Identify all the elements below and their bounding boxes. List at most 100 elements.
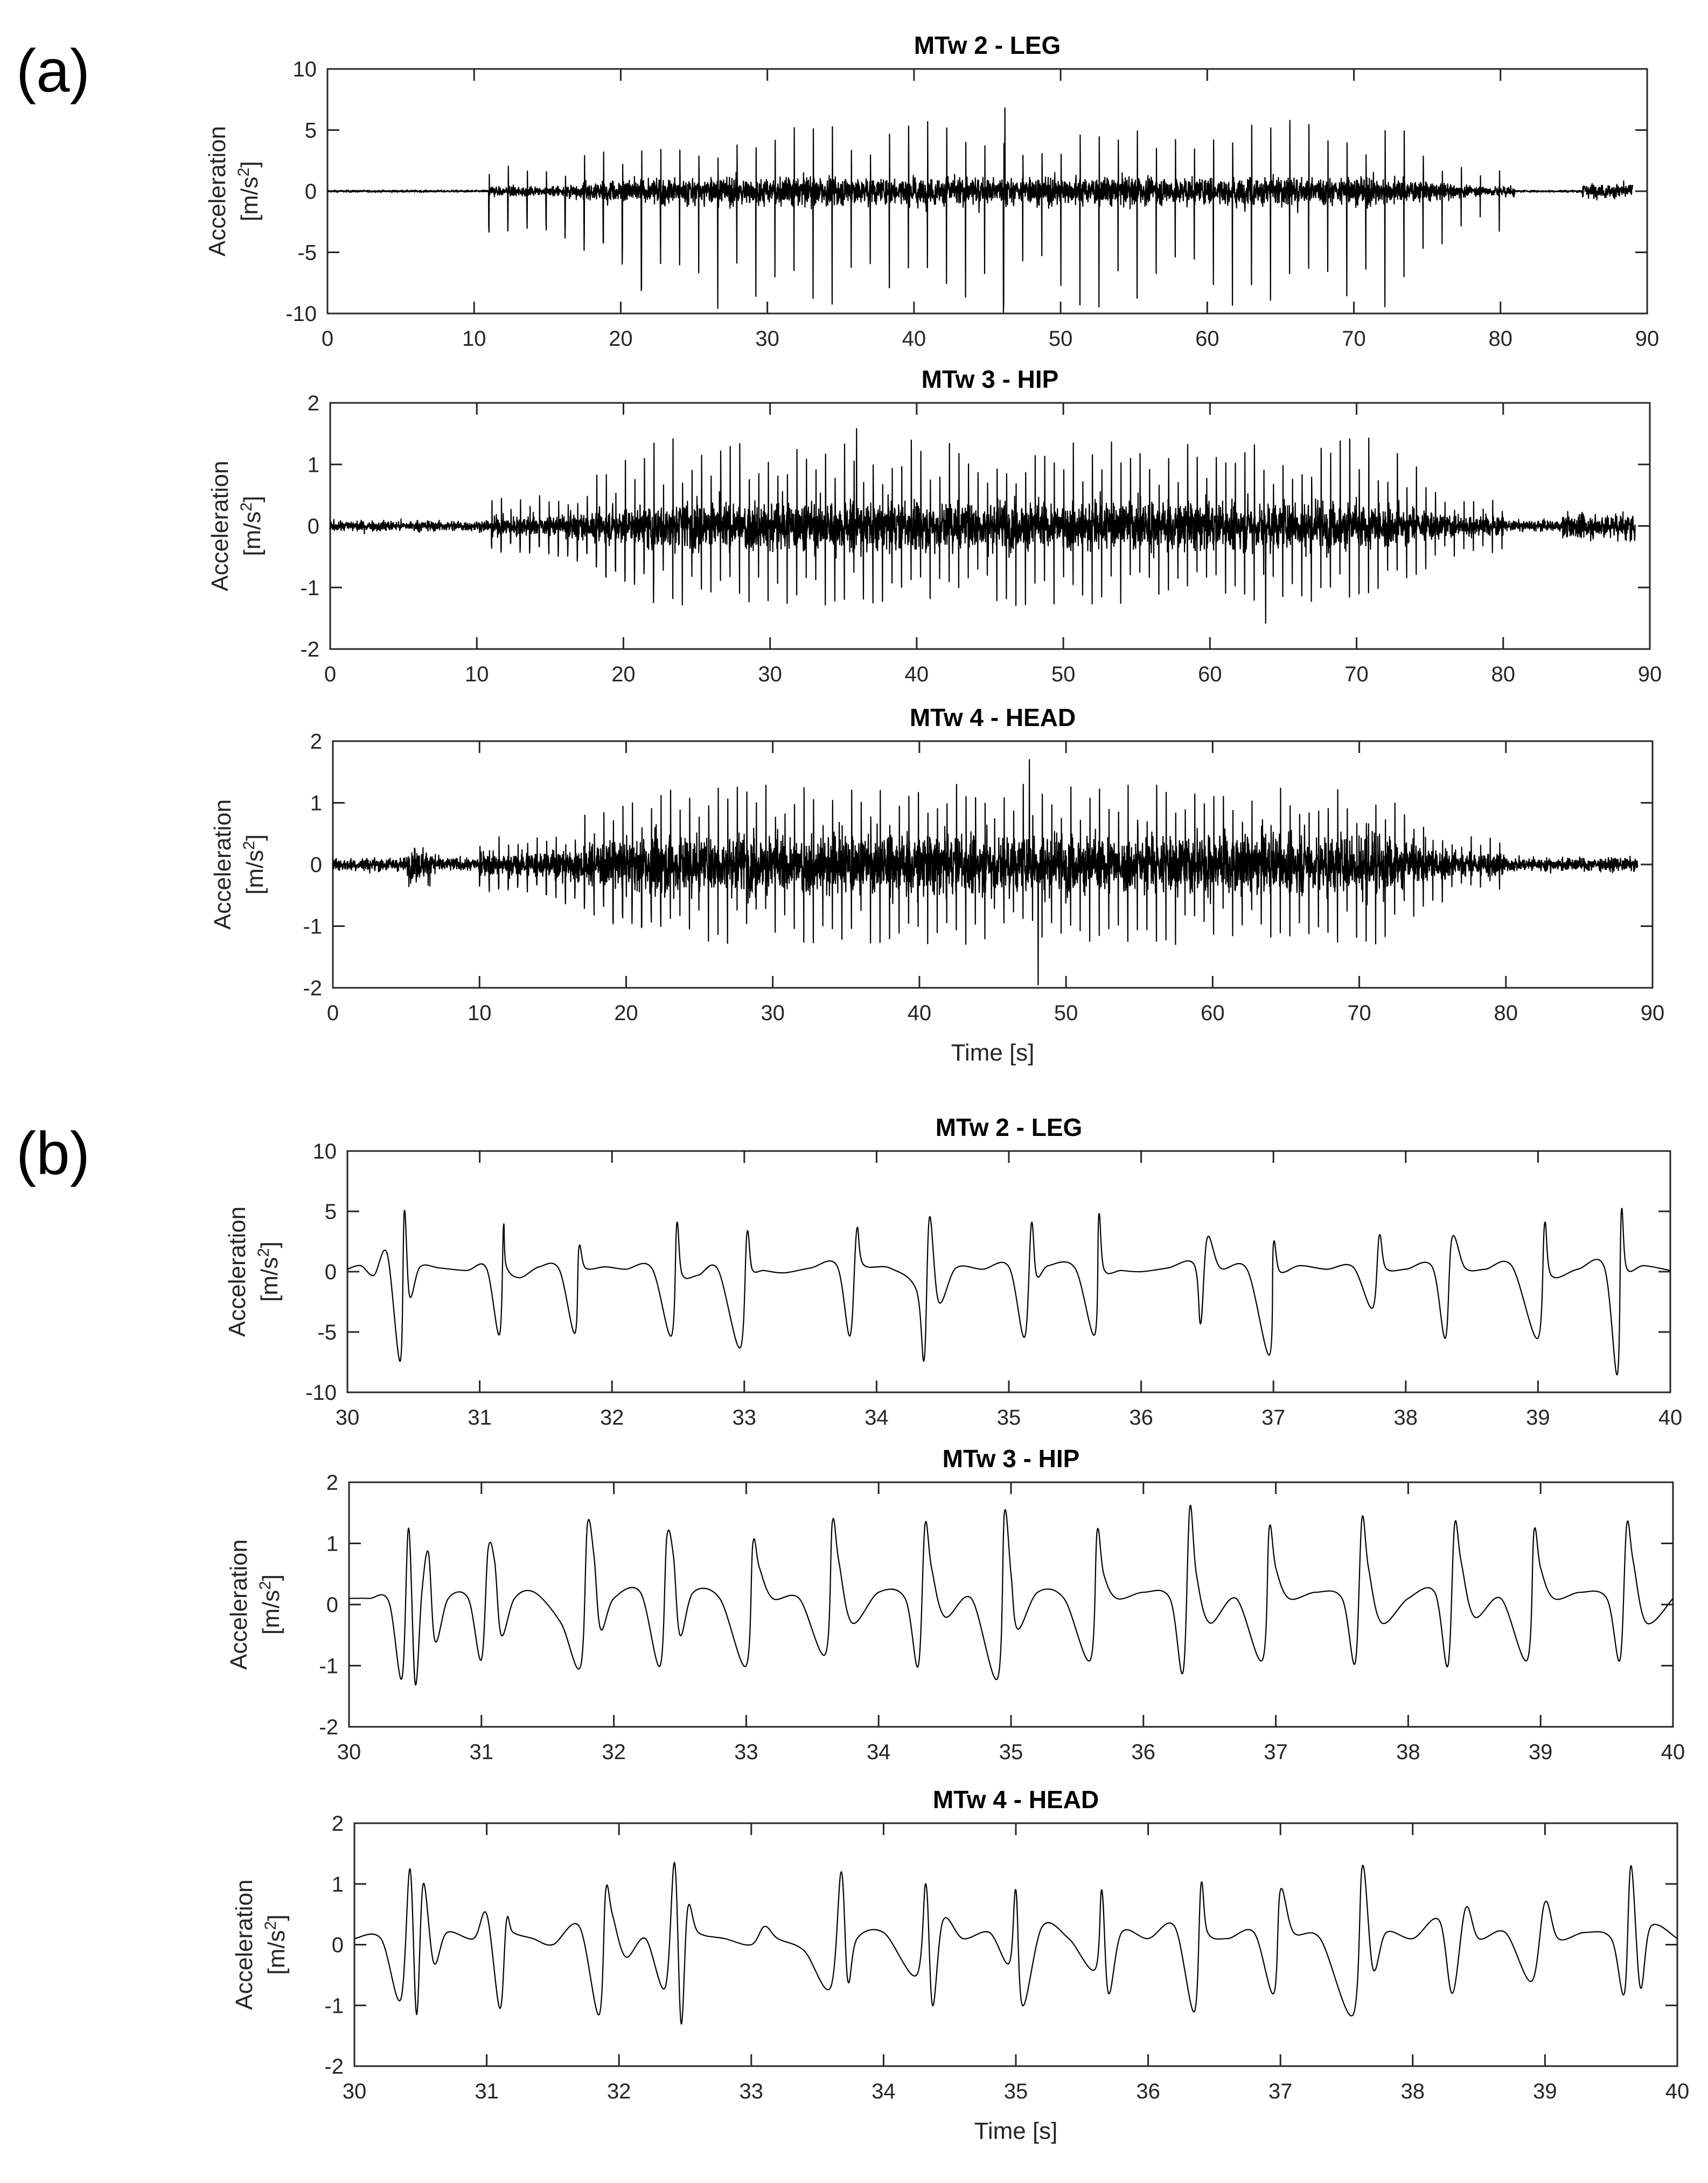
y-tick-label: -1 (324, 1994, 344, 2018)
x-tick-label: 70 (1347, 1001, 1371, 1025)
x-tick-label: 40 (1661, 1740, 1685, 1764)
x-tick-label: 60 (1201, 1001, 1225, 1025)
x-tick-label: 70 (1344, 662, 1369, 686)
y-axis-unit: [m/s2] (255, 1242, 283, 1302)
y-tick-label: -5 (297, 241, 317, 265)
x-tick-label: 10 (465, 662, 489, 686)
y-tick-label: 10 (313, 1140, 337, 1163)
x-tick-label: 31 (468, 1406, 492, 1429)
x-tick-label: 36 (1129, 1406, 1153, 1429)
x-tick-label: 30 (758, 662, 782, 686)
x-tick-label: 30 (343, 2080, 367, 2103)
y-tick-label: -1 (319, 1655, 338, 1678)
x-tick-label: 35 (997, 1406, 1021, 1429)
y-tick-label: 0 (325, 1260, 337, 1284)
y-tick-label: 1 (308, 453, 319, 477)
x-tick-label: 37 (1264, 1740, 1288, 1764)
x-tick-label: 90 (1635, 327, 1660, 351)
x-tick-label: 32 (602, 1740, 626, 1764)
x-tick-label: 39 (1529, 1740, 1553, 1764)
y-axis-label: Acceleration (231, 1879, 257, 2010)
chart-title: MTw 3 - HIP (943, 1445, 1080, 1473)
y-axis-label: Acceleration (224, 1206, 250, 1337)
series-line (348, 1504, 1674, 1686)
x-tick-label: 90 (1638, 662, 1662, 686)
series-line (329, 428, 1636, 624)
chart-title: MTw 2 - LEG (914, 31, 1061, 59)
y-tick-label: -5 (317, 1321, 337, 1344)
chart-title: MTw 3 - HIP (922, 365, 1059, 393)
x-tick-label: 30 (761, 1001, 785, 1025)
x-tick-label: 20 (609, 327, 633, 351)
chart-b-3: MTw 4 - HEAD 30 31 32 33 34 35 36 37 38 39 40 2 1 0 -1 -… (231, 1786, 1689, 2144)
x-tick-label: 36 (1132, 1740, 1156, 1764)
panel-label-b: (b) (16, 1120, 90, 1187)
y-tick-label: 2 (308, 392, 319, 415)
y-tick-label: 0 (305, 180, 317, 204)
x-axis-label: Time [s] (951, 1040, 1035, 1066)
y-axis-unit: [m/s2] (240, 834, 268, 895)
y-tick-label: -2 (319, 1715, 338, 1739)
x-tick-label: 50 (1054, 1001, 1078, 1025)
y-tick-label: 5 (325, 1200, 337, 1224)
y-tick-label: 10 (293, 58, 317, 81)
y-tick-label: 1 (326, 1532, 338, 1556)
x-tick-label: 37 (1261, 1406, 1286, 1429)
x-tick-label: 30 (336, 1406, 360, 1429)
y-tick-label: -2 (300, 638, 319, 661)
x-tick-label: 30 (755, 327, 779, 351)
y-axis-label: Acceleration (226, 1539, 252, 1670)
x-tick-label: 34 (867, 1740, 891, 1764)
series-line (347, 1208, 1671, 1376)
y-tick-label: -2 (303, 977, 322, 1000)
x-tick-label: 0 (324, 662, 336, 686)
x-tick-label: 20 (614, 1001, 638, 1025)
y-axis-label: Acceleration (210, 799, 236, 930)
y-tick-label: -1 (300, 576, 319, 600)
x-tick-label: 80 (1491, 662, 1516, 686)
x-tick-label: 50 (1051, 662, 1076, 686)
x-tick-label: 39 (1526, 1406, 1550, 1429)
x-tick-label: 40 (908, 1001, 932, 1025)
y-axis-label: Acceleration (207, 461, 233, 591)
x-tick-label: 39 (1533, 2080, 1557, 2103)
x-tick-label: 38 (1394, 1406, 1418, 1429)
y-tick-label: -10 (305, 1381, 337, 1405)
x-tick-label: 31 (470, 1740, 494, 1764)
series-line (327, 107, 1633, 313)
chart-b-2: MTw 3 - HIP 30 31 32 33 34 35 36 37 38 39 40 2 1 0 -1 -2… (226, 1445, 1685, 1764)
y-axis-unit: [m/s2] (235, 161, 263, 221)
y-tick-label: 0 (332, 1934, 344, 1957)
x-tick-label: 38 (1401, 2080, 1425, 2103)
x-tick-label: 50 (1049, 327, 1073, 351)
x-tick-label: 40 (902, 327, 926, 351)
y-tick-label: 1 (310, 792, 322, 815)
x-tick-label: 30 (337, 1740, 361, 1764)
y-tick-label: 0 (308, 515, 319, 539)
x-tick-label: 40 (1658, 1406, 1683, 1429)
series-line (354, 1862, 1678, 2025)
chart-title: MTw 4 - HEAD (933, 1786, 1099, 1814)
x-tick-label: 40 (1665, 2080, 1690, 2103)
x-tick-label: 35 (1004, 2080, 1028, 2103)
y-tick-label: -2 (324, 2055, 344, 2079)
x-tick-label: 10 (468, 1001, 492, 1025)
x-tick-label: 38 (1396, 1740, 1420, 1764)
y-axis-unit: [m/s2] (262, 1914, 290, 1975)
x-tick-label: 36 (1136, 2080, 1160, 2103)
panel-label-a: (a) (16, 37, 90, 104)
y-tick-label: 2 (326, 1471, 338, 1495)
x-tick-label: 70 (1342, 327, 1366, 351)
x-tick-label: 31 (475, 2080, 499, 2103)
chart-b-1: MTw 2 - LEG 30 31 32 33 34 35 36 37 38 39 40 10 5 0 -5 -… (224, 1113, 1682, 1429)
x-tick-label: 80 (1494, 1001, 1518, 1025)
x-tick-label: 90 (1641, 1001, 1665, 1025)
y-tick-label: 1 (332, 1873, 344, 1896)
x-tick-label: 35 (999, 1740, 1023, 1764)
x-tick-label: 0 (322, 327, 333, 351)
y-tick-label: 5 (305, 119, 317, 143)
y-tick-label: 0 (310, 853, 322, 877)
